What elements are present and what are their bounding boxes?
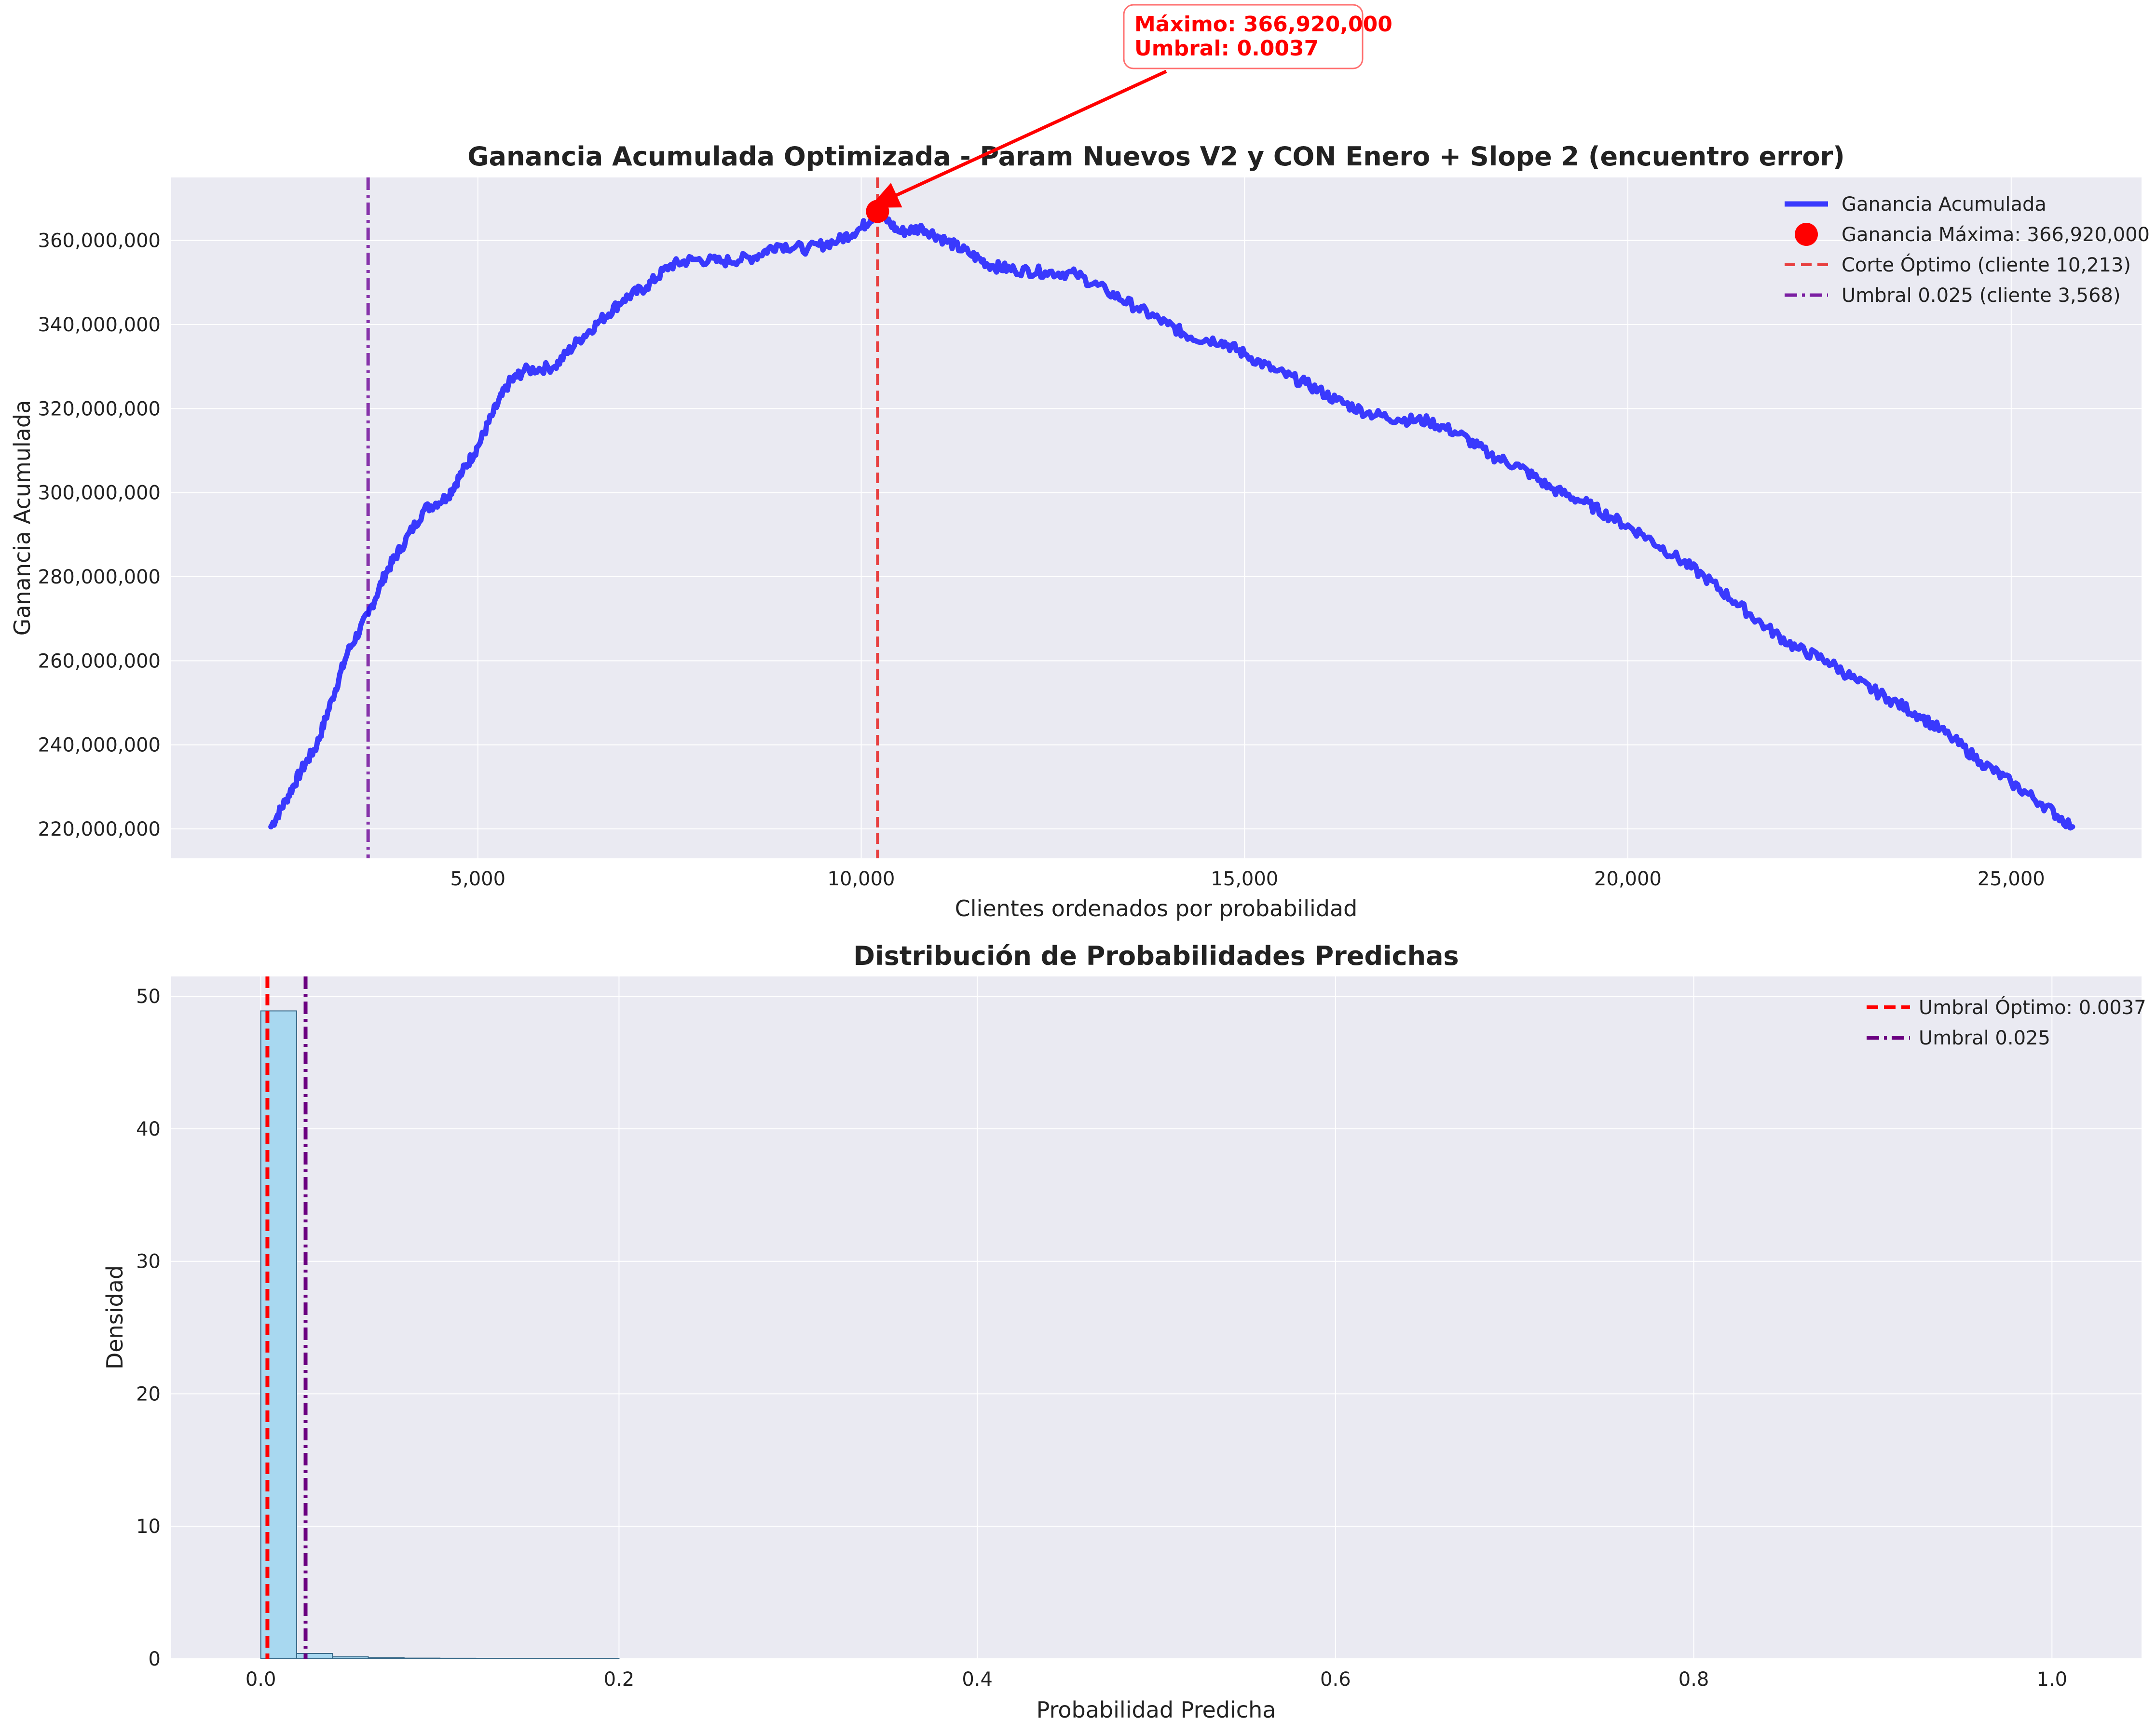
x-tick-label: 20,000 <box>1594 868 1662 890</box>
histogram-bar <box>403 1657 441 1659</box>
legend-marker-swatch <box>1795 223 1818 246</box>
histogram-bar <box>583 1658 620 1659</box>
histogram-bar <box>296 1653 333 1659</box>
x-tick-label: 5,000 <box>450 868 506 890</box>
y-tick-label: 260,000,000 <box>38 650 161 672</box>
x-tick-label: 25,000 <box>1978 868 2045 890</box>
top-chart-title: Ganancia Acumulada Optimizada - Param Nu… <box>467 141 1845 172</box>
y-tick-label: 20 <box>136 1383 161 1405</box>
y-tick-label: 0 <box>149 1648 161 1670</box>
y-tick-label: 10 <box>136 1516 161 1538</box>
cumulative-gain-line <box>268 206 2075 831</box>
legend-label-umbral: Umbral 0.025 (cliente 3,568) <box>1842 284 2121 307</box>
annotation-arrow <box>869 69 1167 208</box>
top-x-axis-label: Clientes ordenados por probabilidad <box>955 895 1358 921</box>
bottom-grid <box>171 976 2142 1659</box>
annotation-max-text: Máximo: 366,920,000 <box>1134 12 1392 37</box>
histogram-bar <box>368 1657 405 1659</box>
annotation-box <box>1123 4 1364 69</box>
top-vlines <box>366 177 879 858</box>
histogram-bar <box>511 1658 548 1659</box>
histogram-bar <box>546 1658 584 1659</box>
x-tick-label: 15,000 <box>1211 868 1278 890</box>
max-annotation: Máximo: 366,920,000 Umbral: 0.0037 <box>869 4 1392 208</box>
x-tick-label: 1.0 <box>2037 1668 2068 1691</box>
bottom-y-ticks: 0 10 20 30 40 50 <box>136 986 161 1670</box>
legend-label-max: Ganancia Máxima: 366,920,000 <box>1842 224 2150 246</box>
bottom-x-ticks: 0.0 0.2 0.4 0.6 0.8 1.0 <box>246 1668 2067 1691</box>
y-tick-label: 220,000,000 <box>38 818 161 840</box>
legend-label-optimal: Corte Óptimo (cliente 10,213) <box>1842 253 2131 276</box>
top-legend: Ganancia Acumulada Ganancia Máxima: 366,… <box>1785 193 2150 307</box>
bottom-y-axis-label: Densidad <box>102 1265 128 1369</box>
bottom-x-axis-label: Probabilidad Predicha <box>1037 1697 1276 1723</box>
x-tick-label: 0.8 <box>1678 1668 1709 1691</box>
x-tick-label: 0.4 <box>962 1668 993 1691</box>
y-tick-label: 340,000,000 <box>38 314 161 336</box>
y-tick-label: 240,000,000 <box>38 734 161 757</box>
y-tick-label: 360,000,000 <box>38 230 161 252</box>
y-tick-label: 300,000,000 <box>38 482 161 504</box>
y-tick-label: 50 <box>136 986 161 1008</box>
y-tick-label: 320,000,000 <box>38 398 161 420</box>
legend-label-hist-optimal: Umbral Óptimo: 0.0037 <box>1919 996 2146 1019</box>
bottom-chart-title: Distribución de Probabilidades Predichas <box>853 941 1459 971</box>
x-tick-label: 0.2 <box>604 1668 635 1691</box>
x-tick-label: 0.6 <box>1320 1668 1351 1691</box>
legend-label-curve: Ganancia Acumulada <box>1842 193 2047 216</box>
top-x-ticks: 5,000 10,000 15,000 20,000 25,000 <box>450 868 2045 890</box>
x-tick-label: 10,000 <box>828 868 895 890</box>
y-tick-label: 40 <box>136 1118 161 1140</box>
x-tick-label: 0.0 <box>246 1668 276 1691</box>
y-tick-label: 30 <box>136 1251 161 1273</box>
top-chart: 5,000 10,000 15,000 20,000 25,000 220,000,00… <box>9 4 2150 921</box>
histogram-bar <box>332 1656 369 1659</box>
bottom-chart: 0.0 0.2 0.4 0.6 0.8 1.0 0 10 20 30 40 50 Distribuc… <box>102 941 2146 1723</box>
top-y-axis-label: Ganancia Acumulada <box>9 400 35 636</box>
bottom-plot-area <box>171 976 2142 1659</box>
bottom-legend: Umbral Óptimo: 0.0037 Umbral 0.025 <box>1867 996 2146 1049</box>
top-y-ticks: 220,000,000 240,000,000 260,000,000 280,000… <box>38 230 161 840</box>
y-tick-label: 280,000,000 <box>38 566 161 588</box>
top-plot-area <box>171 177 2142 858</box>
legend-label-hist-umbral: Umbral 0.025 <box>1919 1027 2050 1049</box>
annotation-umbral-text: Umbral: 0.0037 <box>1134 36 1319 61</box>
